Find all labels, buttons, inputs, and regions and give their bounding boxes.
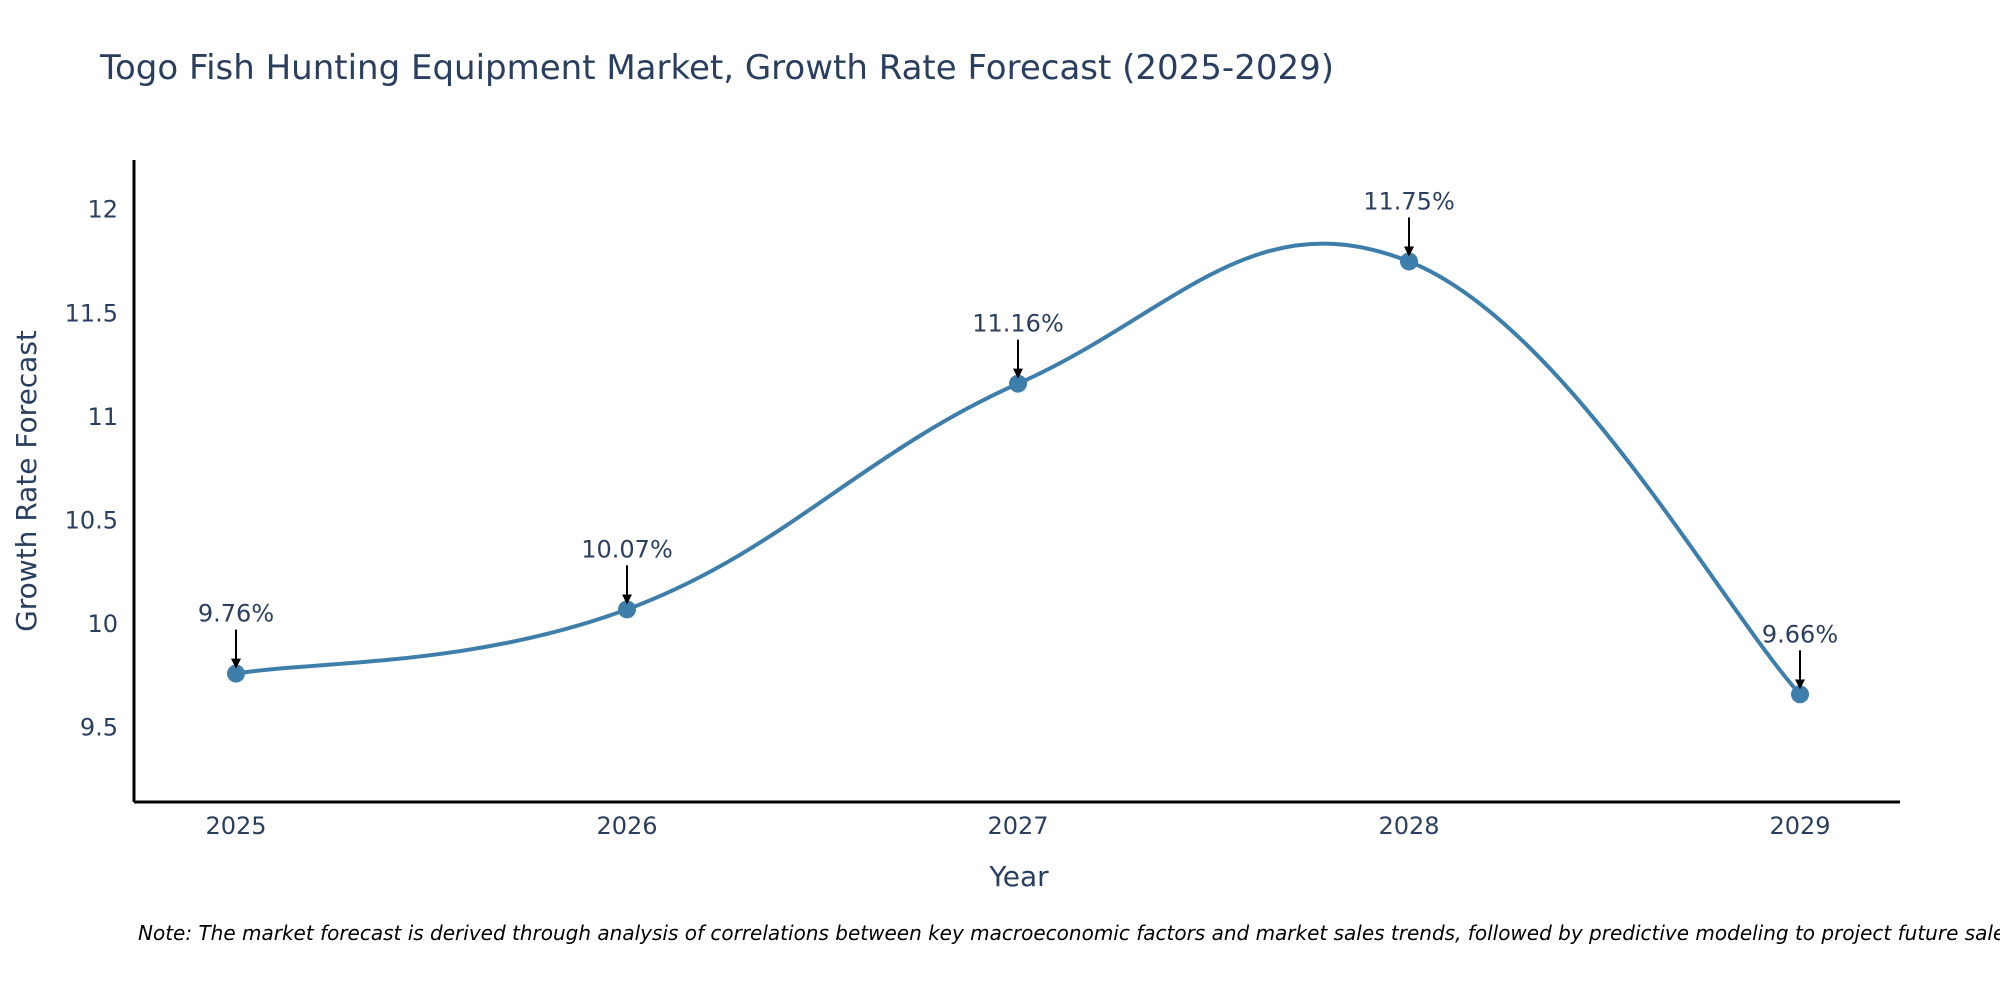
y-tick-label: 11 (87, 403, 118, 431)
x-tick-label: 2027 (987, 812, 1048, 840)
data-label: 11.75% (1363, 187, 1455, 215)
footnote: Note: The market forecast is derived thr… (138, 921, 2000, 945)
x-tick-label: 2029 (1769, 812, 1830, 840)
data-label: 9.66% (1762, 620, 1838, 648)
y-axis-ticks: 9.5 10 10.5 11 11.5 12 (65, 196, 118, 742)
x-axis-ticks: 2025 2026 2027 2028 2029 (205, 812, 1830, 840)
data-label: 10.07% (581, 535, 673, 563)
data-point-2028 (1400, 252, 1418, 271)
data-label: 9.76% (198, 600, 274, 628)
x-tick-label: 2025 (205, 812, 266, 840)
data-points (227, 252, 1809, 704)
y-tick-label: 10 (87, 610, 118, 638)
data-point-2027 (1009, 374, 1027, 393)
y-axis-title: Growth Rate Forecast (10, 330, 43, 632)
series-line (235, 241, 1802, 696)
x-tick-label: 2028 (1378, 812, 1439, 840)
data-point-2026 (618, 600, 636, 619)
data-point-2025 (227, 664, 245, 683)
y-tick-label: 9.5 (80, 713, 118, 741)
y-tick-label: 12 (87, 196, 118, 224)
data-label: 11.16% (972, 310, 1064, 338)
x-tick-label: 2026 (596, 812, 657, 840)
data-labels: 9.76% 10.07% 11.16% 11.75% 9.66% (198, 187, 1838, 690)
y-tick-label: 11.5 (65, 299, 118, 327)
chart-title: Togo Fish Hunting Equipment Market, Grow… (99, 48, 1334, 88)
data-point-2029 (1791, 685, 1809, 704)
x-axis-title: Year (988, 860, 1049, 893)
y-tick-label: 10.5 (65, 506, 118, 534)
